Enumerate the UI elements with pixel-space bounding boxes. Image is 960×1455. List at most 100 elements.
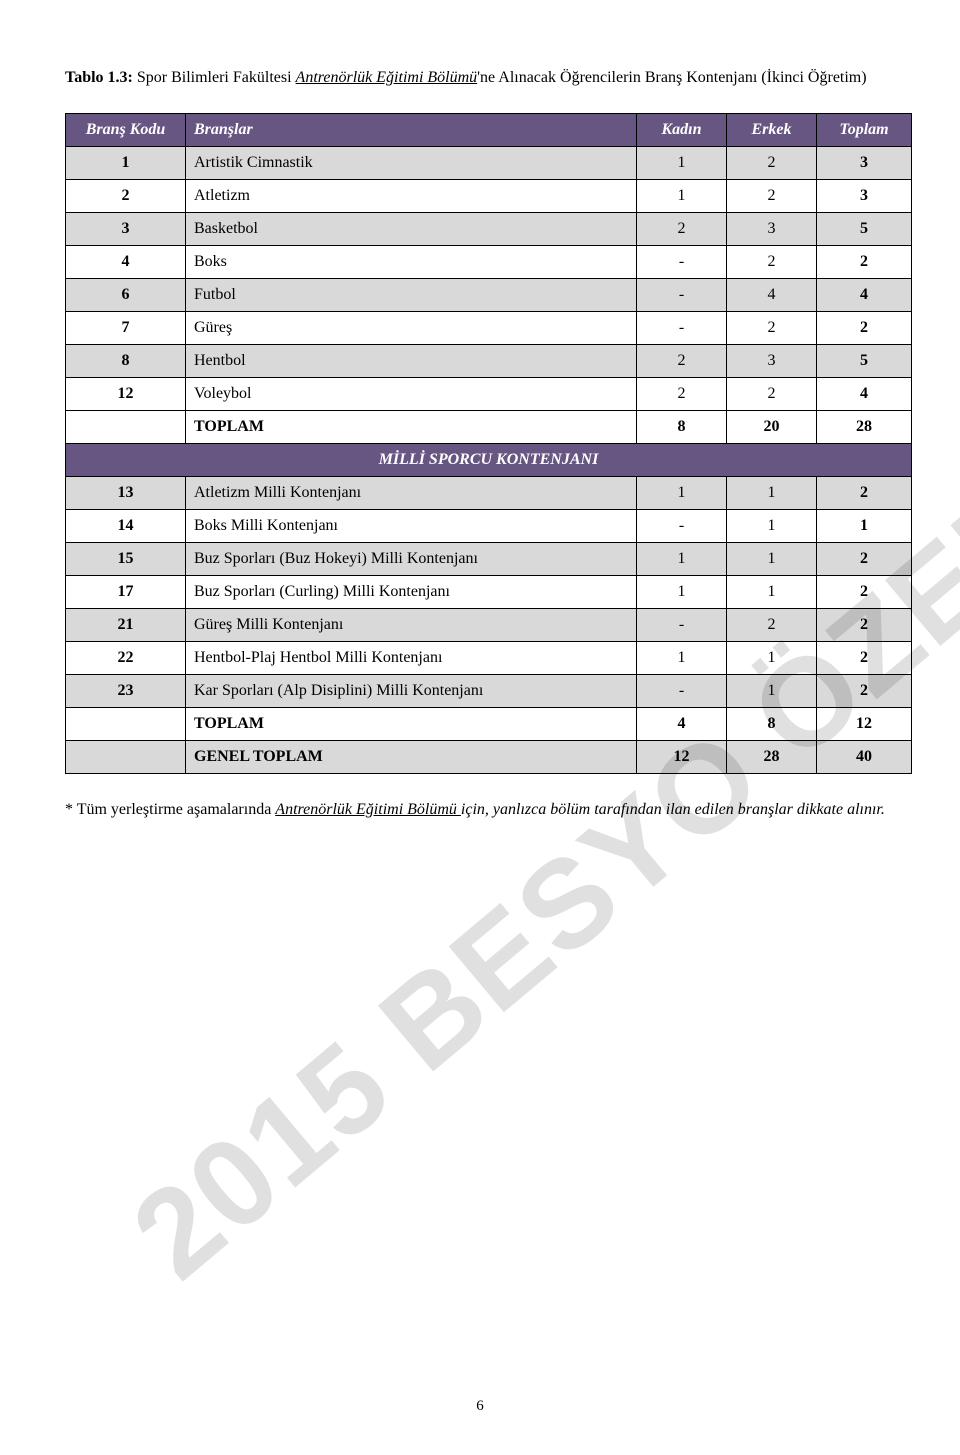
col-header-female: Kadın <box>637 113 727 146</box>
caption-department: Antrenörlük Eğitimi Bölümü <box>296 69 478 86</box>
cell-name: Buz Sporları (Buz Hokeyi) Milli Kontenja… <box>186 542 637 575</box>
cell-female: 2 <box>637 377 727 410</box>
cell-name: Hentbol-Plaj Hentbol Milli Kontenjanı <box>186 641 637 674</box>
cell-code: 8 <box>66 344 186 377</box>
table-row: 14Boks Milli Kontenjanı-11 <box>66 509 912 542</box>
section-subheader: MİLLİ SPORCU KONTENJANI <box>66 443 912 476</box>
table-row: 7Güreş-22 <box>66 311 912 344</box>
cell-code: 12 <box>66 377 186 410</box>
cell-male: 2 <box>727 245 817 278</box>
subtotal-b-code <box>66 707 186 740</box>
cell-name: Boks Milli Kontenjanı <box>186 509 637 542</box>
cell-code: 17 <box>66 575 186 608</box>
subtotal-a-name: TOPLAM <box>186 410 637 443</box>
cell-male: 2 <box>727 608 817 641</box>
cell-female: - <box>637 674 727 707</box>
cell-total: 1 <box>817 509 912 542</box>
cell-name: Basketbol <box>186 212 637 245</box>
cell-female: - <box>637 278 727 311</box>
cell-name: Hentbol <box>186 344 637 377</box>
cell-name: Artistik Cimnastik <box>186 146 637 179</box>
subtotal-b-k: 4 <box>637 707 727 740</box>
footnote-prefix: * Tüm yerleştirme aşamalarında <box>65 801 275 818</box>
table-row: 1Artistik Cimnastik123 <box>66 146 912 179</box>
col-header-code: Branş Kodu <box>66 113 186 146</box>
caption-table-label: Tablo 1.3: <box>65 69 133 86</box>
subtotal-b-name: TOPLAM <box>186 707 637 740</box>
cell-total: 5 <box>817 212 912 245</box>
cell-female: 1 <box>637 476 727 509</box>
table-row: 15Buz Sporları (Buz Hokeyi) Milli Konten… <box>66 542 912 575</box>
cell-male: 1 <box>727 509 817 542</box>
grand-e: 28 <box>727 740 817 773</box>
cell-name: Güreş <box>186 311 637 344</box>
cell-code: 1 <box>66 146 186 179</box>
cell-male: 1 <box>727 674 817 707</box>
table-row: 21Güreş Milli Kontenjanı-22 <box>66 608 912 641</box>
grand-name: GENEL TOPLAM <box>186 740 637 773</box>
cell-male: 2 <box>727 146 817 179</box>
page-number: 6 <box>0 1398 960 1415</box>
footnote-suffix: için, yanlızca bölüm tarafından ilan edi… <box>461 801 885 818</box>
cell-female: - <box>637 509 727 542</box>
table-row: 22Hentbol-Plaj Hentbol Milli Kontenjanı1… <box>66 641 912 674</box>
cell-name: Güreş Milli Kontenjanı <box>186 608 637 641</box>
cell-total: 4 <box>817 278 912 311</box>
cell-male: 2 <box>727 311 817 344</box>
cell-total: 2 <box>817 674 912 707</box>
subtotal-b-t: 12 <box>817 707 912 740</box>
subtotal-a-t: 28 <box>817 410 912 443</box>
grand-t: 40 <box>817 740 912 773</box>
table-header-row: Branş Kodu Branşlar Kadın Erkek Toplam <box>66 113 912 146</box>
cell-male: 1 <box>727 542 817 575</box>
col-header-total: Toplam <box>817 113 912 146</box>
cell-female: 2 <box>637 212 727 245</box>
subtotal-a-row: TOPLAM 8 20 28 <box>66 410 912 443</box>
cell-name: Atletizm Milli Kontenjanı <box>186 476 637 509</box>
quota-table: Branş Kodu Branşlar Kadın Erkek Toplam 1… <box>65 113 912 774</box>
cell-total: 2 <box>817 311 912 344</box>
cell-total: 4 <box>817 377 912 410</box>
subtotal-a-e: 20 <box>727 410 817 443</box>
table-row: 13Atletizm Milli Kontenjanı112 <box>66 476 912 509</box>
cell-female: - <box>637 608 727 641</box>
cell-male: 4 <box>727 278 817 311</box>
cell-name: Futbol <box>186 278 637 311</box>
cell-female: 1 <box>637 146 727 179</box>
cell-total: 2 <box>817 476 912 509</box>
section-subheader-row: MİLLİ SPORCU KONTENJANI <box>66 443 912 476</box>
subtotal-b-row: TOPLAM 4 8 12 <box>66 707 912 740</box>
subtotal-a-code <box>66 410 186 443</box>
table-row: 4Boks-22 <box>66 245 912 278</box>
cell-name: Atletizm <box>186 179 637 212</box>
cell-name: Kar Sporları (Alp Disiplini) Milli Konte… <box>186 674 637 707</box>
col-header-branch: Branşlar <box>186 113 637 146</box>
cell-female: 1 <box>637 542 727 575</box>
cell-code: 3 <box>66 212 186 245</box>
cell-female: - <box>637 311 727 344</box>
cell-code: 21 <box>66 608 186 641</box>
footnote: * Tüm yerleştirme aşamalarında Antrenörl… <box>65 798 912 823</box>
table-caption: Tablo 1.3: Spor Bilimleri Fakültesi Antr… <box>65 66 912 91</box>
grand-total-row: GENEL TOPLAM 12 28 40 <box>66 740 912 773</box>
cell-total: 2 <box>817 641 912 674</box>
cell-male: 2 <box>727 377 817 410</box>
cell-female: 1 <box>637 575 727 608</box>
cell-male: 2 <box>727 179 817 212</box>
cell-code: 15 <box>66 542 186 575</box>
table-row: 17Buz Sporları (Curling) Milli Kontenjan… <box>66 575 912 608</box>
cell-male: 1 <box>727 476 817 509</box>
cell-code: 2 <box>66 179 186 212</box>
table-row: 3Basketbol235 <box>66 212 912 245</box>
cell-total: 2 <box>817 608 912 641</box>
table-row: 8Hentbol235 <box>66 344 912 377</box>
cell-code: 4 <box>66 245 186 278</box>
cell-code: 14 <box>66 509 186 542</box>
cell-code: 23 <box>66 674 186 707</box>
cell-male: 3 <box>727 344 817 377</box>
grand-code <box>66 740 186 773</box>
cell-male: 3 <box>727 212 817 245</box>
table-row: 6Futbol-44 <box>66 278 912 311</box>
cell-code: 6 <box>66 278 186 311</box>
caption-suffix: 'ne Alınacak Öğrencilerin Branş Kontenja… <box>477 69 866 86</box>
